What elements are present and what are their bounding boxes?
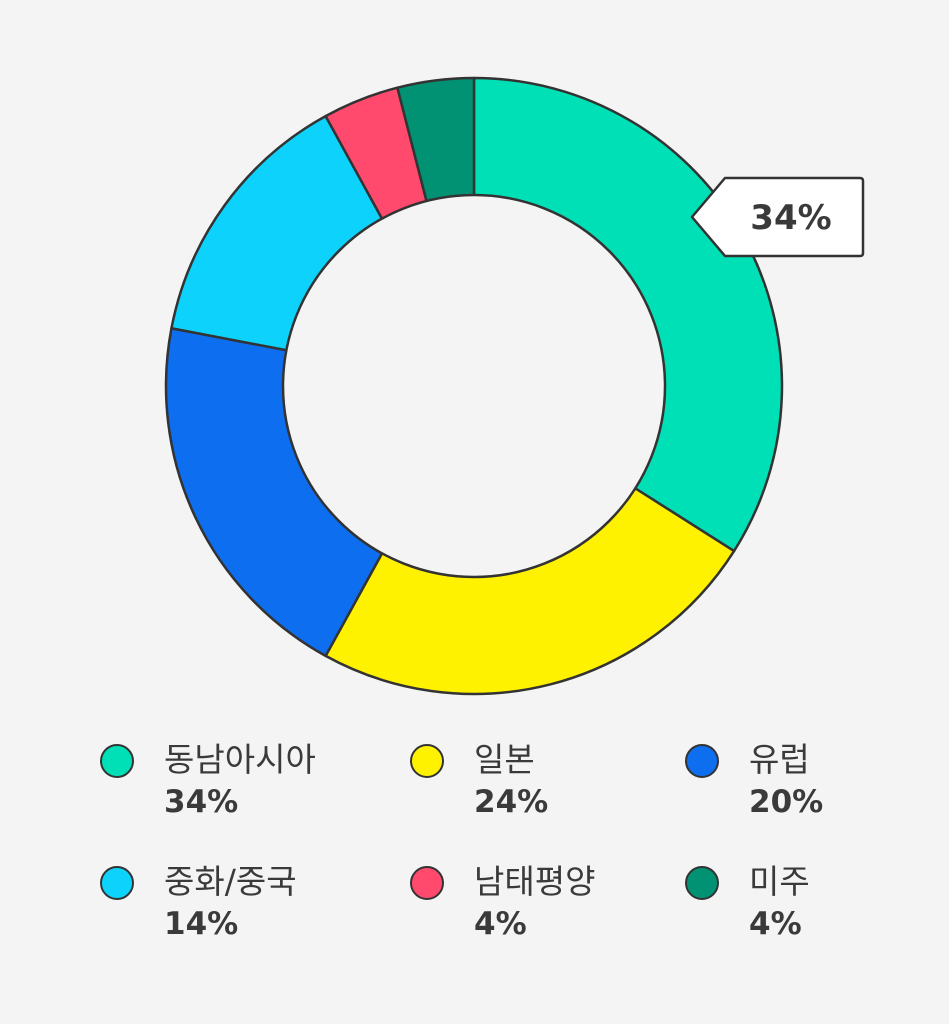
legend-swatch (410, 866, 444, 900)
legend-value: 4% (474, 906, 527, 942)
legend-swatch (410, 744, 444, 778)
legend-item-americas: 미주 4% (685, 860, 860, 942)
donut-hole (281, 193, 667, 579)
callout-value: 34% (750, 198, 831, 238)
legend: 동남아시아 34% 일본 24% 유럽 20% 중화/중국 14% 남태평양 4… (100, 738, 860, 942)
callout-box (690, 176, 865, 258)
legend-swatch (100, 744, 134, 778)
legend-swatch (100, 866, 134, 900)
legend-value: 14% (164, 906, 239, 942)
legend-item-southeast-asia: 동남아시아 34% (100, 738, 410, 820)
legend-item-japan: 일본 24% (410, 738, 685, 820)
legend-value: 34% (164, 784, 239, 820)
legend-value: 24% (474, 784, 549, 820)
legend-item-china: 중화/중국 14% (100, 860, 410, 942)
legend-item-europe: 유럽 20% (685, 738, 860, 820)
legend-label: 유럽 (749, 740, 810, 779)
legend-label: 남태평양 (474, 862, 596, 901)
legend-swatch (685, 744, 719, 778)
legend-label: 중화/중국 (164, 862, 297, 901)
legend-label: 미주 (749, 862, 810, 901)
legend-value: 4% (749, 906, 802, 942)
legend-swatch (685, 866, 719, 900)
legend-label: 동남아시아 (164, 740, 316, 779)
donut-chart: 34% (164, 76, 865, 696)
legend-value: 20% (749, 784, 824, 820)
legend-item-south-pacific: 남태평양 4% (410, 860, 685, 942)
legend-label: 일본 (474, 740, 535, 779)
highlight-callout: 34% (690, 176, 865, 258)
